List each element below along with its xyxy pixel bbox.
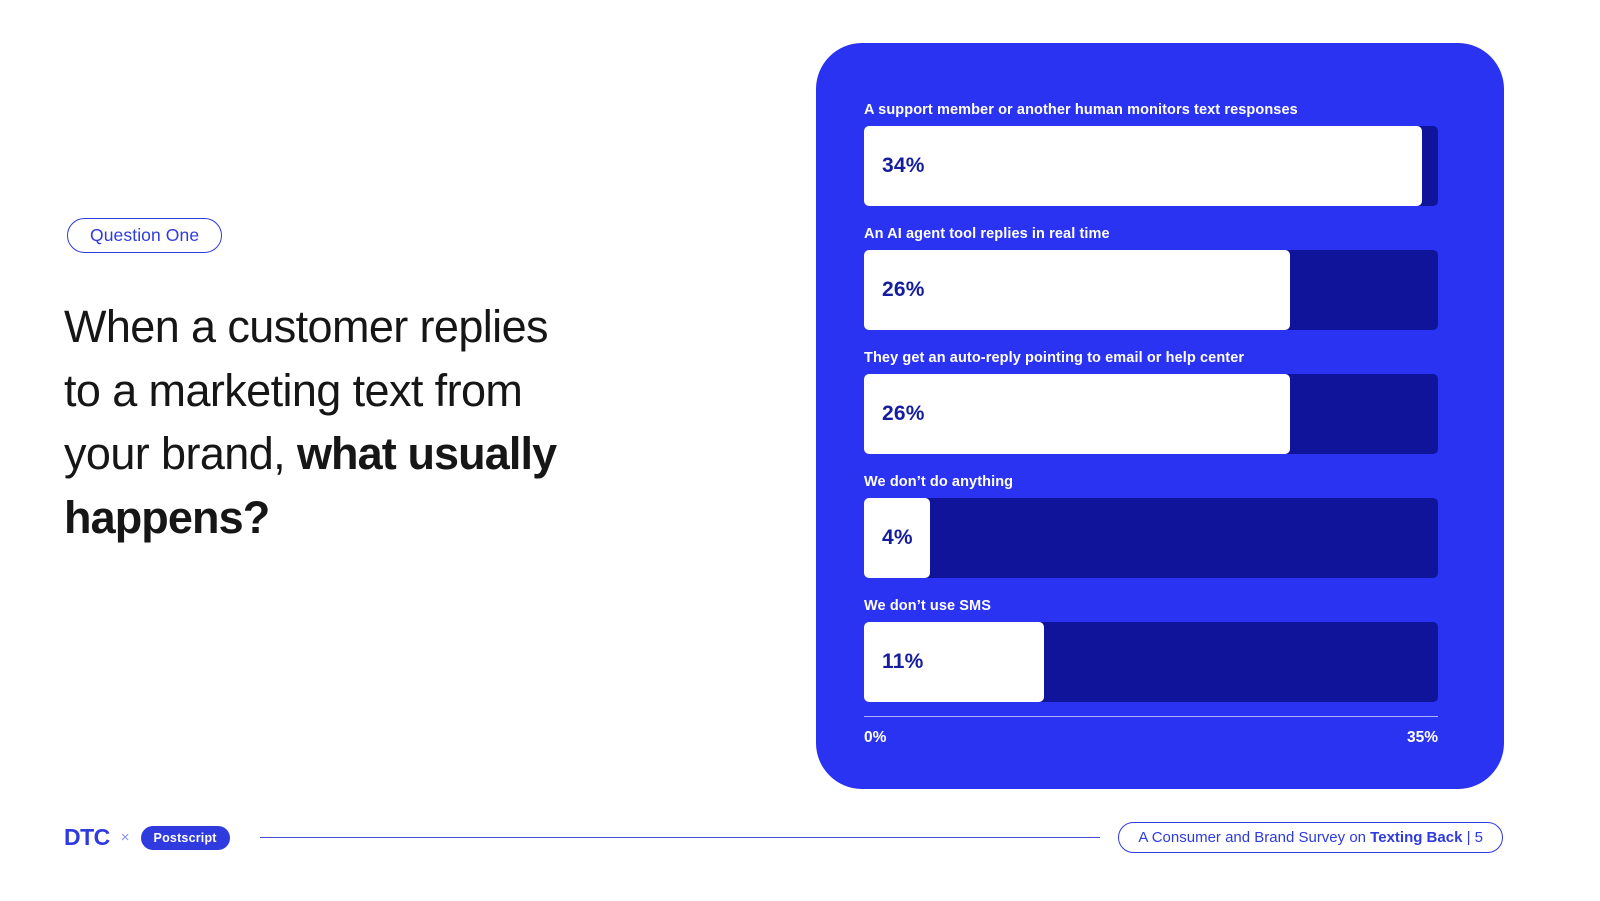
question-badge-label: Question One xyxy=(90,225,200,245)
bar-fill: 11% xyxy=(864,622,1045,702)
headline-regular-text: When a customer replies xyxy=(64,301,549,352)
bar-value-label: 4% xyxy=(882,526,913,549)
headline: When a customer replies to a marketing t… xyxy=(64,295,724,549)
bar-value-label: 26% xyxy=(882,278,925,301)
headline-line: When a customer replies xyxy=(64,295,724,359)
survey-badge-prefix: A Consumer and Brand Survey on xyxy=(1138,829,1371,846)
bar-chart: A support member or another human monito… xyxy=(864,102,1438,702)
bar-category-label: An AI agent tool replies in real time xyxy=(864,226,1110,242)
headline-line: to a marketing text from xyxy=(64,359,724,423)
headline-line: your brand, what usually xyxy=(64,422,724,486)
bar-track: 26% xyxy=(864,250,1438,330)
headline-regular-text: your brand, xyxy=(64,428,297,479)
bar-track: 4% xyxy=(864,498,1438,578)
chart-axis-line xyxy=(864,716,1438,717)
axis-tick-min: 0% xyxy=(864,729,887,746)
bar-category-label: We don’t do anything xyxy=(864,474,1014,490)
dtc-logo: DTC xyxy=(64,824,110,850)
bar-group: They get an auto-reply pointing to email… xyxy=(864,350,1438,454)
bar-group: We don’t do anything 4% xyxy=(864,474,1438,578)
bar-category-label: They get an auto-reply pointing to email… xyxy=(864,350,1245,366)
headline-bold-text: what usually xyxy=(296,428,557,479)
bar-category-label: We don’t use SMS xyxy=(864,598,992,614)
survey-badge: A Consumer and Brand Survey on Texting B… xyxy=(1118,822,1503,853)
bar-fill: 34% xyxy=(864,126,1422,206)
question-badge: Question One xyxy=(67,218,223,253)
postscript-logo: Postscript xyxy=(140,825,230,850)
bar-value-label: 11% xyxy=(882,650,924,673)
slide-footer: DTC × Postscript A Consumer and Brand Su… xyxy=(64,820,1503,855)
footer-divider xyxy=(259,837,1101,838)
chart-panel: A support member or another human monito… xyxy=(816,43,1504,789)
bar-track: 26% xyxy=(864,374,1438,454)
bar-fill: 26% xyxy=(864,250,1291,330)
bar-track: 11% xyxy=(864,622,1438,702)
axis-tick-max: 35% xyxy=(1406,729,1438,746)
bar-group: We don’t use SMS 11% xyxy=(864,598,1438,702)
bar-value-label: 26% xyxy=(882,402,925,425)
cross-separator-icon: × xyxy=(120,829,130,846)
bar-group: An AI agent tool replies in real time 26… xyxy=(864,226,1438,330)
bar-track: 34% xyxy=(864,126,1438,206)
chart-axis-labels: 0% 35% xyxy=(864,729,1438,747)
headline-line: happens? xyxy=(64,486,724,550)
bar-value-label: 34% xyxy=(882,154,925,177)
survey-badge-title: Texting Back xyxy=(1370,829,1463,846)
headline-regular-text: to a marketing text from xyxy=(64,364,523,416)
bar-fill: 26% xyxy=(864,374,1291,454)
bar-category-label: A support member or another human monito… xyxy=(864,102,1298,118)
headline-bold-text: happens? xyxy=(64,491,270,543)
survey-badge-page: | 5 xyxy=(1462,829,1483,846)
bar-group: A support member or another human monito… xyxy=(864,102,1438,206)
bar-fill: 4% xyxy=(864,498,930,578)
